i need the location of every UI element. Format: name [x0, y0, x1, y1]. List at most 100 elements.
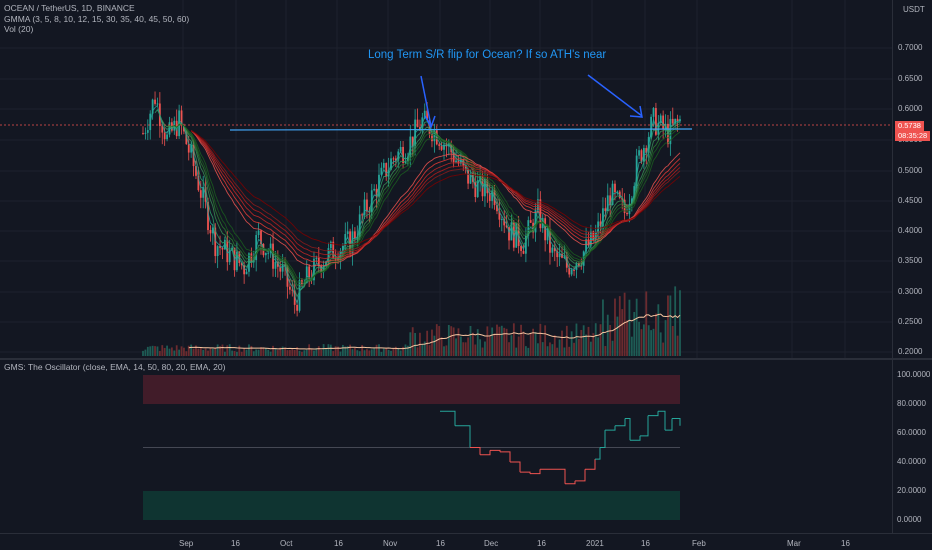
volume-bar [565, 325, 568, 356]
candle-body [341, 245, 344, 251]
candle-body [385, 163, 388, 177]
volume-bar [303, 350, 306, 356]
volume-bar [380, 351, 383, 356]
candle-body [491, 190, 494, 201]
volume-bar [594, 323, 597, 356]
volume-bar [351, 349, 354, 356]
volume-bar [385, 347, 388, 356]
candle-body [512, 222, 515, 248]
oscillator-step [490, 449, 501, 452]
candle-body [467, 168, 469, 184]
volume-bar [180, 346, 183, 356]
volume-bar [370, 349, 373, 356]
time-tick: Feb [692, 539, 706, 548]
candle-body [197, 175, 200, 191]
volume-bar [356, 350, 359, 356]
candle-body [281, 265, 284, 272]
candle-body [671, 118, 674, 124]
candle-body [409, 136, 412, 157]
gmma-label[interactable]: GMMA (3, 5, 8, 10, 12, 15, 30, 35, 40, 4… [4, 13, 190, 24]
volume-bar [240, 351, 243, 356]
main-chart[interactable] [0, 0, 892, 358]
price-tick: 0.6000 [898, 104, 923, 113]
candle-body [570, 269, 573, 275]
volume-bar [464, 342, 467, 356]
oscillator-chart[interactable] [0, 360, 892, 533]
oscillator-axis[interactable]: 100.0000 80.0000 60.0000 40.0000 20.0000… [893, 360, 932, 533]
candle-body [659, 115, 662, 123]
volume-bar [493, 333, 496, 356]
candle-body [195, 166, 197, 176]
candle-body [236, 251, 238, 271]
candle-body [142, 133, 144, 135]
time-axis[interactable]: Sep 16 Oct 16 Nov 16 Dec 16 2021 16 Feb … [0, 534, 892, 550]
price-tick: 0.4000 [898, 226, 923, 235]
volume-bar [616, 316, 619, 356]
price-tick: 0.6500 [898, 74, 923, 83]
candle-body [500, 219, 503, 221]
volume-bar [276, 350, 279, 356]
price-tick: 0.3000 [898, 287, 923, 296]
candle-body [614, 183, 616, 193]
oscillator-step [615, 418, 626, 427]
volume-bar [524, 346, 527, 356]
time-tick: 16 [841, 539, 850, 548]
candle-body [317, 257, 320, 267]
candle-body [433, 130, 436, 142]
oscillator-step [440, 410, 456, 426]
chart-annotation[interactable]: Long Term S/R flip for Ocean? If so ATH'… [368, 49, 607, 61]
annotation-arrow [587, 74, 643, 117]
volume-bar [354, 347, 356, 356]
volume-bar [298, 350, 301, 356]
symbol-label[interactable]: OCEAN / TetherUS, 1D, BINANCE [4, 3, 135, 13]
time-tick: 16 [641, 539, 650, 548]
volume-bar [185, 351, 188, 356]
volume-bar [580, 329, 583, 356]
candle-body [556, 251, 559, 258]
volume-bar [161, 345, 164, 356]
candle-body [315, 257, 318, 259]
candle-body [426, 110, 429, 121]
volume-bar [479, 339, 482, 356]
candle-body [469, 173, 472, 184]
volume-bar [488, 336, 491, 356]
candle-body [264, 252, 267, 256]
volume-bar [558, 339, 561, 356]
time-tick: 2021 [586, 539, 604, 548]
oscillator-step [665, 418, 673, 431]
volume-bar [575, 323, 578, 356]
volume-bar [394, 346, 397, 356]
candle-body [474, 181, 477, 198]
volume-bar [144, 349, 147, 356]
price-axis[interactable]: 0.7000 0.6500 0.6000 0.5500 0.5000 0.450… [893, 0, 932, 358]
volume-bar [520, 324, 522, 356]
volume-bar [305, 349, 308, 356]
pane-separator[interactable] [0, 358, 932, 360]
volume-bar [484, 341, 486, 356]
candle-body [479, 175, 482, 181]
candle-body [380, 167, 383, 175]
volume-bar [590, 341, 592, 356]
volume-bar [628, 299, 631, 356]
volume-bar [635, 298, 638, 356]
volume-bar [252, 351, 255, 356]
candle-body [459, 159, 462, 164]
candle-body [503, 219, 506, 226]
candle-body [293, 290, 296, 305]
volume-bar [151, 345, 154, 356]
volume-bar [168, 348, 171, 356]
volume-bar [452, 327, 455, 356]
volume-bar [317, 346, 320, 356]
volume-bar [337, 346, 339, 356]
volume-bar [647, 325, 650, 356]
vol-label[interactable]: Vol (20) [4, 24, 34, 34]
candle-body [257, 230, 260, 236]
oscillator-title[interactable]: GMS: The Oscillator (close, EMA, 14, 50,… [4, 362, 226, 372]
candle-body [144, 132, 147, 134]
volume-bar [609, 324, 612, 356]
oscillator-step [648, 411, 659, 417]
volume-bar [260, 347, 262, 356]
candle-body [606, 195, 609, 211]
volume-bar [606, 314, 609, 356]
volume-bar [301, 351, 303, 356]
